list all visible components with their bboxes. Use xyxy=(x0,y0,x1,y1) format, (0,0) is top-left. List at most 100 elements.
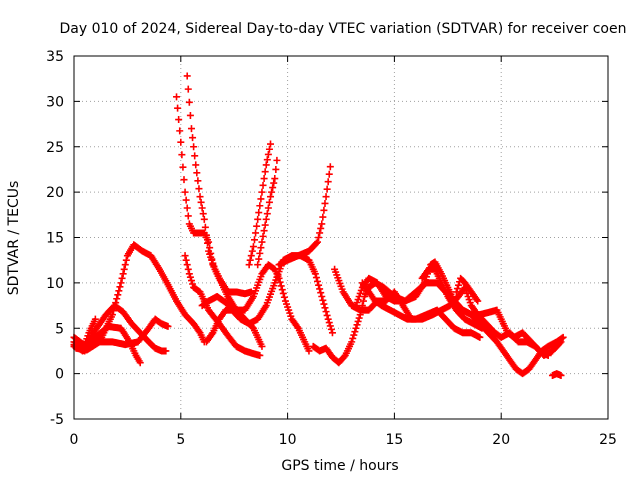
data-point xyxy=(318,292,326,300)
data-point xyxy=(350,331,358,339)
series-tracks-e xyxy=(70,315,99,355)
data-point xyxy=(261,221,269,229)
data-point xyxy=(263,210,271,218)
data-point xyxy=(314,238,322,246)
data-point xyxy=(559,333,567,341)
data-point xyxy=(268,188,276,196)
data-point xyxy=(277,282,285,290)
data-point xyxy=(257,244,265,252)
data-point xyxy=(181,188,189,196)
data-point xyxy=(250,236,258,244)
data-point xyxy=(319,296,327,304)
data-point xyxy=(271,175,279,183)
data-point xyxy=(175,116,183,124)
data-point xyxy=(325,319,333,327)
data-point xyxy=(190,143,198,151)
data-point xyxy=(253,222,261,230)
data-point xyxy=(260,227,268,235)
data-point xyxy=(311,270,319,278)
data-point xyxy=(197,198,205,206)
data-point xyxy=(557,371,565,379)
data-point xyxy=(355,314,363,322)
data-point xyxy=(323,185,331,193)
data-point xyxy=(314,277,322,285)
data-point xyxy=(328,329,336,337)
data-point xyxy=(204,239,211,247)
x-tick-label: 15 xyxy=(385,432,403,448)
data-point xyxy=(317,289,325,297)
data-point xyxy=(255,255,263,263)
data-point xyxy=(273,156,281,164)
data-point xyxy=(348,338,356,346)
series-tracks-m xyxy=(275,163,334,269)
y-tick-label: 0 xyxy=(55,367,64,383)
data-point xyxy=(108,311,116,319)
data-point xyxy=(473,296,481,304)
data-point xyxy=(115,287,123,295)
series-tracks-t xyxy=(548,370,565,379)
data-point xyxy=(305,347,313,355)
data-point xyxy=(186,273,194,281)
data-point xyxy=(269,184,277,192)
data-point xyxy=(200,215,208,223)
y-tick-label: -5 xyxy=(50,412,64,428)
data-point xyxy=(113,295,121,303)
data-point xyxy=(195,185,203,193)
data-point xyxy=(252,229,260,237)
series-tracks-s xyxy=(452,274,482,305)
data-point xyxy=(177,138,185,146)
data-point xyxy=(256,249,264,257)
data-point xyxy=(185,98,193,106)
data-point xyxy=(321,304,329,312)
data-point xyxy=(259,181,267,189)
data-point xyxy=(316,285,324,293)
data-point xyxy=(202,231,210,239)
data-point xyxy=(206,244,214,252)
data-point xyxy=(205,238,213,246)
y-tick-label: 15 xyxy=(46,231,64,247)
data-point xyxy=(174,104,182,112)
data-point xyxy=(265,145,273,153)
data-point xyxy=(162,347,170,355)
data-point xyxy=(272,165,280,173)
plot-frame xyxy=(73,55,609,420)
data-point xyxy=(262,215,270,223)
y-tick-label: 20 xyxy=(46,185,64,201)
data-point xyxy=(191,152,199,160)
data-point xyxy=(164,322,172,330)
data-point xyxy=(184,265,192,273)
data-point xyxy=(199,210,207,218)
data-point xyxy=(324,178,332,186)
data-point xyxy=(264,204,272,212)
data-point xyxy=(187,277,195,285)
data-point xyxy=(260,175,268,183)
data-point xyxy=(474,297,482,305)
data-point xyxy=(179,163,187,171)
data-point xyxy=(245,261,253,269)
data-point xyxy=(478,324,486,332)
data-point xyxy=(351,328,359,336)
data-point xyxy=(254,215,262,223)
data-point xyxy=(544,351,552,359)
data-point xyxy=(262,161,270,169)
data-point xyxy=(265,198,273,206)
data-point xyxy=(183,261,191,269)
data-point xyxy=(320,300,328,308)
x-tick-label: 25 xyxy=(599,432,617,448)
data-point xyxy=(320,206,328,214)
data-point xyxy=(173,93,181,101)
data-point xyxy=(327,325,335,333)
x-axis-label: GPS time / hours xyxy=(281,458,398,474)
data-point xyxy=(276,278,284,286)
data-point xyxy=(195,327,203,335)
data-point xyxy=(317,224,325,232)
data-point xyxy=(315,234,323,241)
data-point xyxy=(120,265,128,273)
data-point xyxy=(263,156,271,164)
series-tracks-j xyxy=(198,261,313,355)
data-point xyxy=(176,127,184,135)
data-point xyxy=(183,204,191,212)
data-point xyxy=(178,151,186,159)
data-point xyxy=(264,150,272,158)
data-point xyxy=(198,204,206,212)
